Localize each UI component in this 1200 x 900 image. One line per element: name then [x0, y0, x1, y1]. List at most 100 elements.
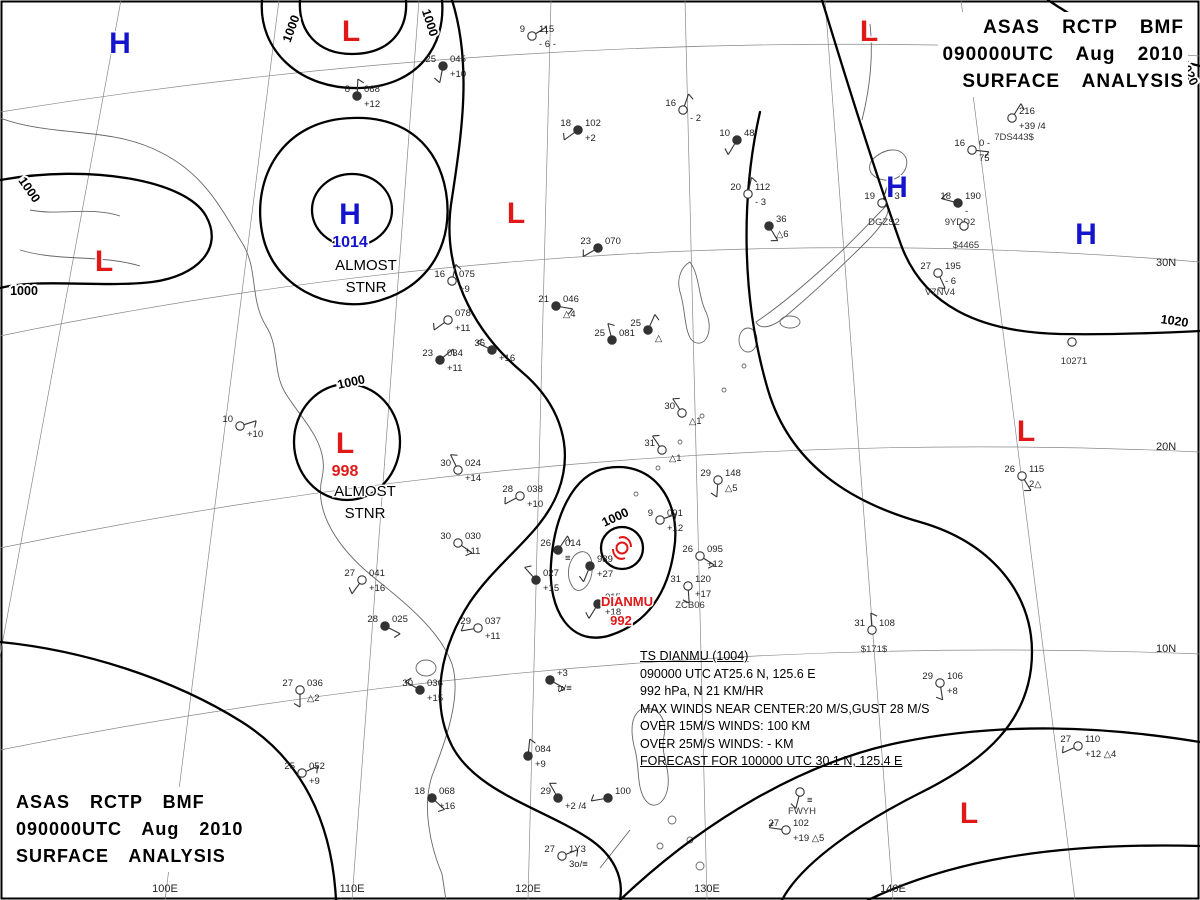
station-value: 20	[730, 182, 741, 193]
station-id: V7NV4	[925, 287, 955, 298]
station-circle	[380, 621, 390, 631]
wind-barb-tick	[941, 193, 947, 199]
station-value: 21	[538, 294, 549, 305]
station-value: 31	[670, 574, 681, 585]
station-plot: 23 070	[580, 236, 621, 257]
station-value: 108	[879, 618, 895, 629]
pressure-center-h: H 1014 ALMOST STNR	[331, 197, 399, 298]
pressure-center-l: L	[340, 14, 361, 50]
station-circle	[683, 581, 693, 591]
wind-barb-tick	[450, 454, 458, 456]
storm-info-line: 992 hPa, N 21 KM/HR	[640, 684, 764, 698]
station-plot: 27 041 +16	[344, 568, 385, 595]
coastline-sakhalin	[861, 23, 872, 121]
wind-barb-shaft	[565, 849, 578, 855]
pressure-center-letter: H	[886, 171, 908, 204]
wind-barb-tick	[870, 612, 878, 617]
station-value: 75	[979, 153, 990, 164]
wind-barb-tick	[476, 338, 483, 344]
station-value: △4	[563, 309, 576, 320]
station-circle	[713, 475, 723, 485]
station-value: +9	[459, 284, 470, 295]
isobar	[618, 727, 1200, 900]
station-value: 36	[776, 214, 787, 225]
station-plot: 26 115 2△	[1004, 464, 1044, 492]
station-value: +12	[667, 523, 683, 534]
station-circle	[678, 105, 688, 115]
wind-barb-shaft	[442, 348, 454, 358]
station-plot: 078+11	[433, 308, 471, 334]
coastline-asia-mainland	[0, 117, 456, 900]
station-plot: 27 102 +19 △5	[768, 818, 824, 844]
station-value: 0 -	[979, 138, 990, 149]
station-plot: 30 024 +14	[440, 454, 481, 484]
station-plot: 10 +10	[222, 414, 263, 440]
station-value: 30	[664, 401, 675, 412]
station-value: 036	[307, 678, 323, 689]
wind-barb-tick	[348, 587, 353, 594]
isobar	[292, 382, 402, 502]
isobar	[549, 465, 677, 639]
station-value: 110	[1085, 734, 1100, 745]
station-plot: 31 108 $171$	[854, 612, 895, 655]
title-block-top-right: ASAS RCTP BMF 090000UTC Aug 2010 SURFACE…	[938, 12, 1188, 97]
pressure-center-letter: L	[860, 15, 878, 48]
wind-barb-shaft	[351, 583, 360, 595]
station-value: 025	[392, 614, 408, 625]
pressure-center-value: 998	[332, 463, 359, 480]
wind-barb-shaft	[305, 765, 318, 772]
station-value: 29	[540, 786, 551, 797]
station-circle	[453, 465, 463, 475]
wind-barb-shaft	[652, 435, 661, 447]
station-circle	[352, 91, 362, 101]
station-value: 070	[605, 236, 621, 247]
isobar	[599, 525, 645, 571]
station-plot: ≡FWYH	[788, 787, 816, 817]
station-plot: +3 π/≡	[545, 668, 572, 694]
wind-barb-shaft	[452, 264, 457, 278]
station-id: $171$	[861, 644, 888, 655]
station-circle	[557, 851, 567, 861]
station-value: 30	[402, 678, 413, 689]
pressure-center-l: L	[958, 796, 979, 832]
storm-info-line: FORECAST FOR 100000 UTC 30.1 N, 125.4 E	[640, 754, 903, 768]
longitude-label: 100E	[152, 883, 178, 895]
station-value: 48	[744, 128, 755, 139]
station-value: 26	[540, 538, 551, 549]
station-value: 075	[459, 269, 475, 280]
station-circle	[545, 675, 555, 685]
wind-barb-tick	[751, 176, 758, 183]
wind-barb-tick	[578, 575, 585, 583]
wind-barb-shaft	[433, 322, 445, 331]
station-plot: 100	[590, 786, 631, 803]
station-plot: 27 110 +12 △4	[1060, 734, 1116, 760]
station-plot: 084+9	[523, 738, 551, 770]
station-plot: 28 025	[367, 614, 408, 638]
wind-barb-tick	[465, 552, 473, 557]
pressure-center-l: L 998 ALMOST STNR	[330, 426, 397, 524]
coastline-japan-hokkaido	[869, 149, 908, 181]
wind-barb-tick	[682, 599, 690, 604]
wind-barb-shaft	[524, 566, 534, 578]
wind-barb-tick	[529, 738, 536, 744]
station-value: 25	[425, 54, 436, 65]
station-plot: 25 045 +10	[425, 54, 466, 84]
station-id: ZCB06	[675, 600, 705, 611]
coastline-ryukyu-island	[699, 413, 705, 419]
station-value: +9	[309, 776, 320, 787]
coastline-taiwan	[567, 551, 593, 591]
station-plot: 8 068 +12	[345, 78, 380, 110]
station-value: 27	[544, 844, 555, 855]
wind-barb-tick	[524, 565, 532, 568]
latitude-gridline	[0, 649, 1200, 751]
wind-barb-shaft	[591, 798, 604, 802]
wind-barb-tick	[724, 148, 729, 155]
station-value: 26	[1004, 464, 1015, 475]
station-plot: 23 034 +11	[422, 348, 462, 374]
analysis-title-line3: SURFACE ANALYSIS	[16, 846, 226, 866]
coastline-hainan	[415, 659, 437, 677]
station-value: 23	[580, 236, 591, 247]
station-circle	[657, 445, 667, 455]
station-plot: 25 081	[594, 322, 635, 345]
